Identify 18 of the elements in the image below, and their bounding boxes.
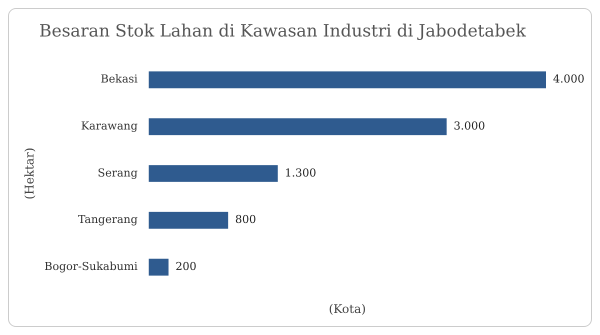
- y-tick-label: Serang: [98, 166, 138, 180]
- data-label: 1.300: [284, 166, 316, 180]
- y-axis-title: (Hektar): [22, 148, 36, 200]
- bar: [148, 258, 169, 276]
- bar: [148, 212, 228, 229]
- bar: [148, 165, 278, 182]
- data-label: 4.000: [553, 72, 584, 86]
- data-label: 200: [176, 260, 197, 274]
- bar: [148, 118, 447, 136]
- chart-title: Besaran Stok Lahan di Kawasan Industri di Jabodetabek: [39, 22, 527, 42]
- data-label: 800: [235, 213, 256, 226]
- bar: [148, 71, 546, 88]
- y-tick-label: Karawang: [80, 120, 138, 133]
- data-label: 3.000: [454, 120, 486, 133]
- y-tick-label: Tangerang: [78, 213, 138, 226]
- y-tick-label: Bekasi: [100, 72, 138, 86]
- y-tick-label: Bogor-Sukabumi: [44, 260, 138, 274]
- x-axis-title: (Kota): [328, 302, 366, 316]
